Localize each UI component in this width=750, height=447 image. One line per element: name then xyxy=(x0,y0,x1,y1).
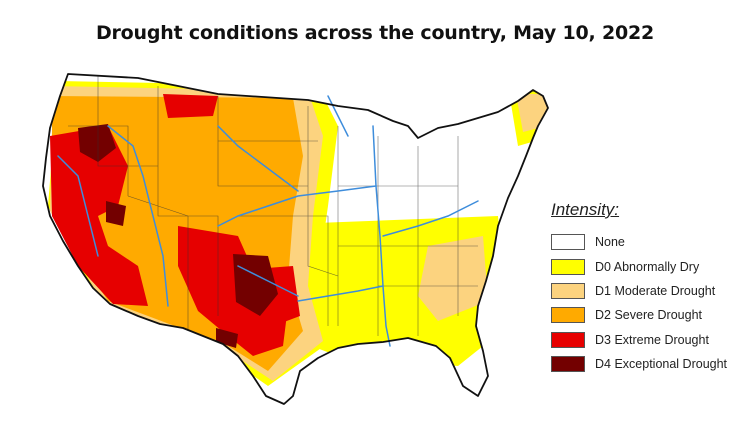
legend-title: Intensity: xyxy=(551,200,620,219)
legend-label: D2 Severe Drought xyxy=(595,308,703,323)
us-drought-map xyxy=(42,73,549,405)
legend-label: D1 Moderate Drought xyxy=(595,283,716,298)
legend-label: None xyxy=(595,235,625,250)
state-boundaries xyxy=(68,76,478,336)
legend-item: D4 Exceptional Drought xyxy=(551,352,741,376)
legend-swatch xyxy=(551,258,585,275)
legend: Intensity: None D0 Abnormally Dry D1 Moder… xyxy=(551,200,741,376)
legend-label: D4 Exceptional Drought xyxy=(595,357,728,372)
legend-swatch xyxy=(551,356,585,373)
legend-swatch xyxy=(551,331,585,348)
legend-item: D1 Moderate Drought xyxy=(551,279,741,303)
rivers xyxy=(57,95,479,347)
legend-swatch xyxy=(551,234,585,251)
legend-swatch xyxy=(551,282,585,299)
legend-item: D3 Extreme Drought xyxy=(551,328,741,352)
map-title: Drought conditions across the country, M… xyxy=(95,22,655,44)
legend-swatch xyxy=(551,307,585,324)
legend-item: None xyxy=(551,230,741,254)
legend-item: D2 Severe Drought xyxy=(551,303,741,327)
legend-item: D0 Abnormally Dry xyxy=(551,254,741,278)
us-border xyxy=(42,73,549,405)
legend-label: D0 Abnormally Dry xyxy=(595,259,700,274)
legend-label: D3 Extreme Drought xyxy=(595,332,709,347)
